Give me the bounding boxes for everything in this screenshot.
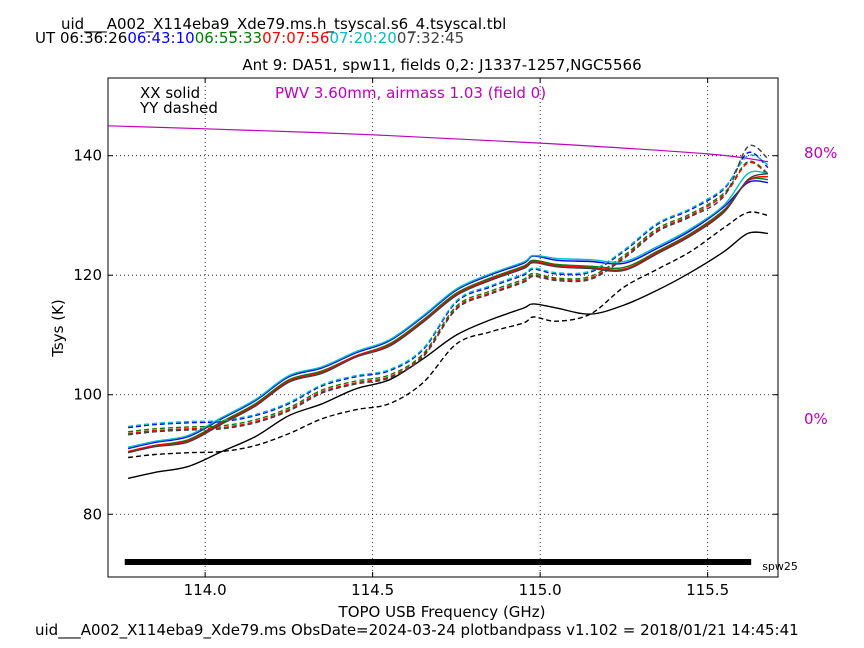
chart-subtitle: Ant 9: DA51, spw11, fields 0,2: J1337-12…: [242, 56, 641, 74]
tsys-series-6-solid: [127, 175, 769, 453]
ut-time-0: 06:36:26: [60, 29, 127, 47]
ut-time-2: 06:55:33: [195, 29, 262, 47]
spw-bar-group: spw25: [124, 559, 798, 573]
tsys-series-1-dashed: [128, 211, 769, 459]
legend-dashed: YY dashed: [139, 99, 218, 117]
x-axis-label: TOPO USB Frequency (GHz): [338, 603, 546, 621]
tsys-series-2-solid: [127, 180, 769, 450]
x-tick-label: 114.5: [351, 581, 394, 599]
footer-info: uid___A002_X114eba9_Xde79.ms ObsDate=202…: [35, 621, 799, 640]
y-axis-label: Tsys (K): [49, 299, 67, 358]
y-tick-label: 120: [73, 266, 102, 284]
tsys-series-10-solid: [127, 172, 769, 454]
axis-ticks: 114.0 114.5 115.0 115.5 80 100 120 140: [73, 78, 778, 599]
tsys-series-7-dashed: [128, 161, 769, 435]
y-tick-label: 80: [83, 505, 102, 523]
tsys-series-4-solid: [127, 177, 769, 453]
series-layer: [127, 144, 769, 480]
transmission-layer: [107, 125, 769, 163]
ut-time-3: 07:07:56: [262, 29, 329, 47]
ut-times: UT 06:36:2606:43:1006:55:3307:07:5607:20…: [35, 29, 464, 47]
x-tick-label: 115.0: [519, 581, 562, 599]
transmission-curve: [107, 125, 769, 163]
tsys-series-8-solid: [127, 170, 769, 448]
ut-label: UT: [35, 29, 56, 47]
file-title: uid___A002_X114eba9_Xde79.ms.h_tsyscal.s…: [61, 15, 506, 34]
tsys-series-9-dashed: [128, 154, 769, 428]
transmission-bottom-label: 0%: [804, 410, 828, 428]
tsys-series-3-dashed: [128, 151, 769, 429]
x-tick-label: 115.5: [686, 581, 729, 599]
ut-time-1: 06:43:10: [127, 29, 194, 47]
ut-time-5: 07:32:45: [397, 29, 464, 47]
legend-solid: XX solid: [140, 84, 200, 102]
tsys-series-5-dashed: [128, 160, 769, 433]
ut-time-4: 07:20:20: [329, 29, 396, 47]
spw-bar-label: spw25: [762, 560, 798, 573]
x-tick-label: 114.0: [184, 581, 227, 599]
pwv-label: PWV 3.60mm, airmass 1.03 (field 0): [275, 84, 546, 102]
tsys-series-11-dashed: [128, 144, 769, 436]
transmission-top-label: 80%: [804, 144, 837, 162]
tsys-series-0-solid: [127, 231, 769, 480]
y-tick-label: 140: [73, 147, 102, 165]
plot-frame: [107, 77, 779, 578]
y-tick-label: 100: [73, 386, 102, 404]
